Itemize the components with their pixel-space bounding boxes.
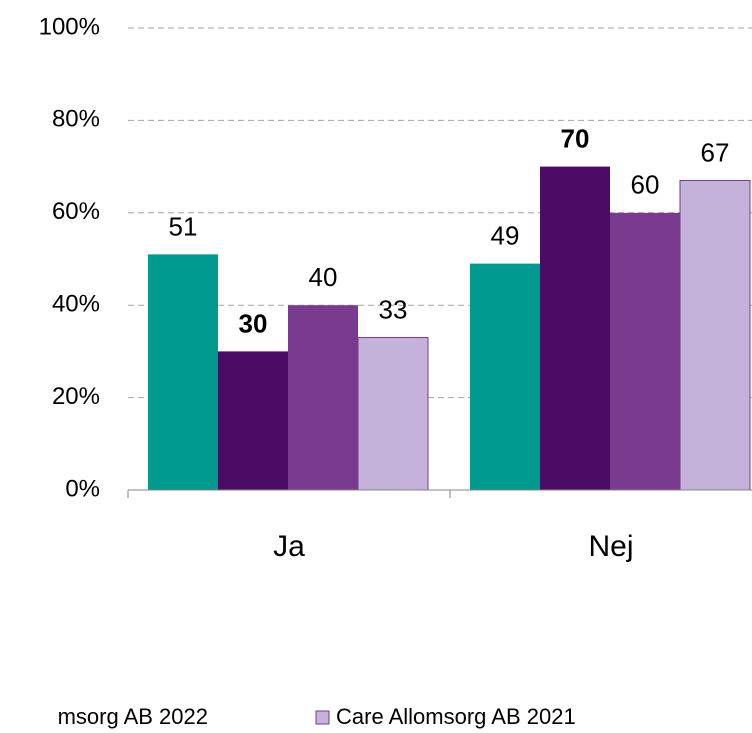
y-tick-label: 0% bbox=[65, 475, 100, 502]
legend-swatch bbox=[315, 710, 330, 725]
data-label: 30 bbox=[239, 308, 268, 338]
y-tick-label: 20% bbox=[52, 383, 100, 410]
bar bbox=[357, 337, 429, 491]
data-label: 67 bbox=[701, 137, 730, 167]
data-label: 60 bbox=[631, 170, 660, 200]
x-tick-label: Nej bbox=[588, 530, 633, 563]
bar bbox=[679, 179, 751, 491]
bar bbox=[540, 166, 610, 490]
bar bbox=[218, 351, 288, 490]
y-tick-label: 60% bbox=[52, 198, 100, 225]
y-tick-label: 100% bbox=[39, 13, 100, 40]
data-label: 33 bbox=[379, 294, 408, 324]
legend-label: Care Allomsorg AB 2021 bbox=[336, 704, 576, 729]
bar bbox=[148, 254, 218, 490]
bar bbox=[470, 263, 540, 490]
y-tick-label: 40% bbox=[52, 291, 100, 318]
x-tick-label: Ja bbox=[273, 530, 305, 563]
data-label: 49 bbox=[491, 220, 520, 250]
data-label: 40 bbox=[309, 262, 338, 292]
y-tick-label: 80% bbox=[52, 106, 100, 133]
data-label: 51 bbox=[169, 211, 198, 241]
bar bbox=[610, 212, 680, 491]
bar bbox=[288, 305, 358, 490]
legend-label: msorg AB 2022 bbox=[58, 704, 208, 729]
data-label: 70 bbox=[561, 123, 590, 153]
